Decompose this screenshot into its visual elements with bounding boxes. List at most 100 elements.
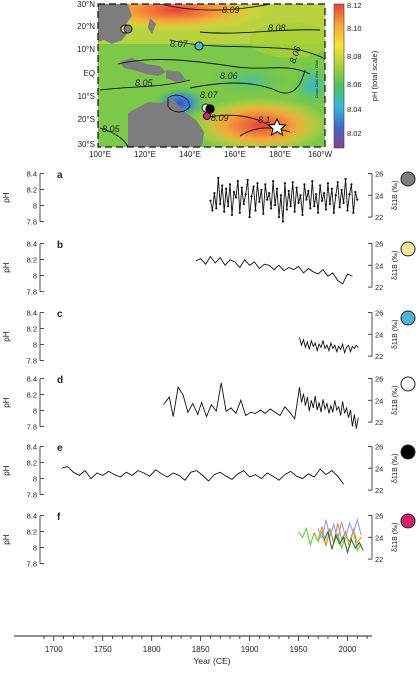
data-point xyxy=(315,193,318,196)
site-swatch xyxy=(400,376,416,392)
lon-label: 140°E xyxy=(179,150,201,159)
data-point xyxy=(336,181,339,184)
data-point xyxy=(309,207,312,210)
data-point xyxy=(279,194,283,197)
data-point xyxy=(285,208,288,211)
colorbar-tick: 8.08 xyxy=(347,52,362,61)
ph-axis-label: pH xyxy=(2,192,11,202)
panel-label: c xyxy=(57,309,63,320)
colorbar-tick: 8.06 xyxy=(347,80,362,89)
map-north-high xyxy=(98,4,270,32)
data-point xyxy=(289,205,292,208)
ph-tick-label: 8 xyxy=(33,341,37,350)
ph-tick-label: 8 xyxy=(33,544,37,553)
panel-label: a xyxy=(57,170,63,181)
site-swatch xyxy=(400,171,416,187)
site-marker-f xyxy=(202,111,212,121)
asia-landmass xyxy=(98,4,132,44)
data-point xyxy=(297,201,300,205)
site-swatch xyxy=(400,310,416,326)
lat-label: 10°N xyxy=(77,45,95,54)
d11b-tick-label: 24 xyxy=(375,396,383,405)
data-point xyxy=(301,213,304,217)
ph-tick-label: 8.2 xyxy=(27,256,37,265)
ph-tick-label: 8.4 xyxy=(27,443,37,452)
d11b-axis-label: δ11B (‰) xyxy=(392,523,399,552)
ph-tick-label: 7.8 xyxy=(27,491,37,500)
data-point xyxy=(330,187,333,190)
d11b-tick-label: 26 xyxy=(375,511,383,520)
ph-tick-label: 7.8 xyxy=(27,288,37,297)
colorbar xyxy=(333,3,345,149)
panel-a: a 8.4 8.2 8 7.8 pH 26 24 22 δ11B (‰) xyxy=(2,169,416,227)
x-tick-label: 1750 xyxy=(94,645,112,654)
lat-label: 20°S xyxy=(78,115,95,124)
contour-label: 8.07 xyxy=(170,39,189,49)
map-equatorial-low xyxy=(210,66,290,94)
lat-label: EQ xyxy=(83,69,95,78)
x-tick-label: 1900 xyxy=(241,645,259,654)
map-south-high xyxy=(190,97,325,147)
data-point xyxy=(273,203,277,207)
ph-tick-label: 8.2 xyxy=(27,459,37,468)
data-point xyxy=(281,220,285,223)
ph-tick-label: 8.4 xyxy=(27,375,37,384)
ph-tick-label: 8.4 xyxy=(27,309,37,318)
data-point xyxy=(266,198,269,201)
map-east-low xyxy=(292,63,325,107)
data-point xyxy=(258,200,261,203)
data-point xyxy=(311,179,314,183)
data-point xyxy=(307,189,310,193)
d11b-axis-label: δ11B (‰) xyxy=(392,320,399,349)
x-tick-label: 1850 xyxy=(192,645,210,654)
data-point xyxy=(332,211,335,214)
site-swatch xyxy=(400,513,416,529)
ph-axis-label: pH xyxy=(2,397,11,407)
data-point xyxy=(348,193,351,196)
ph-tick-label: 8 xyxy=(33,407,37,416)
d11b-tick-label: 24 xyxy=(375,261,383,270)
map-lat-labels: 30°N 20°N 10°N EQ 10°S 20°S 30°S xyxy=(77,0,95,149)
panel-d: d 8.4 8.2 8 7.8 pH 26 24 22 δ11B (‰) xyxy=(2,374,416,432)
data-point xyxy=(254,209,257,212)
contour-label: 8.1 xyxy=(258,115,271,125)
data-point xyxy=(268,191,271,195)
lon-label: 100°E xyxy=(89,150,111,159)
data-point xyxy=(313,205,316,208)
series-line xyxy=(61,466,344,485)
series-line xyxy=(323,530,364,555)
data-point xyxy=(232,190,236,194)
d11b-axis-label: δ11B (‰) xyxy=(392,386,399,415)
lon-label: 180°E xyxy=(269,150,291,159)
d11b-tick-label: 22 xyxy=(375,213,383,222)
contour-label: 8.07 xyxy=(200,90,219,100)
data-point xyxy=(324,208,328,211)
panel-e: e 8.4 8.2 8 7.8 pH 26 24 22 δ11B (‰) xyxy=(2,442,416,500)
lon-label: 160°W xyxy=(308,150,333,159)
data-point xyxy=(248,215,251,219)
data-point xyxy=(305,198,308,201)
d11b-tick-label: 26 xyxy=(375,308,383,317)
d11b-tick-label: 26 xyxy=(375,442,383,451)
d11b-axis-label: δ11B (‰) xyxy=(392,454,399,483)
d11b-axis-label: δ11B (‰) xyxy=(392,181,399,210)
d11b-tick-label: 22 xyxy=(375,418,383,427)
series-line xyxy=(195,255,353,285)
d11b-axis-label: δ11B (‰) xyxy=(392,251,399,280)
data-point xyxy=(260,188,263,191)
map-frame xyxy=(97,3,326,148)
panel-label: e xyxy=(57,443,63,454)
ph-tick-label: 8.2 xyxy=(27,391,37,400)
lat-label: 10°S xyxy=(78,92,95,101)
site-swatch xyxy=(400,241,416,257)
data-point xyxy=(228,183,232,186)
data-point xyxy=(234,196,238,199)
data-point xyxy=(328,202,331,206)
series-line xyxy=(317,517,362,541)
panel-c: c 8.4 8.2 8 7.8 pH 26 24 22 δ11B (‰) xyxy=(2,308,416,366)
map-field: 8.09 8.08 8.07 8.06 8.06 8.05 8.07 8.09 … xyxy=(98,4,325,147)
data-point xyxy=(250,195,253,198)
d11b-tick-label: 22 xyxy=(375,283,383,292)
d11b-tick-label: 22 xyxy=(375,486,383,495)
time-series-panels: a 8.4 8.2 8 7.8 pH 26 24 22 δ11B (‰) b 8.4 8.2 8 7.8 pH… xyxy=(2,169,416,569)
